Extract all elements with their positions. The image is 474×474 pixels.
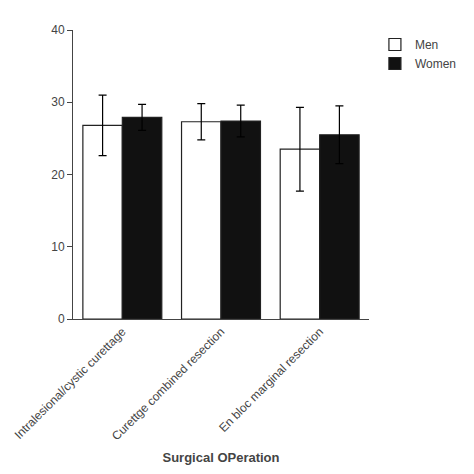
svg-text:Men: Men: [415, 38, 438, 52]
svg-text:20: 20: [51, 168, 65, 182]
svg-text:30: 30: [51, 95, 65, 109]
svg-text:40: 40: [51, 23, 65, 37]
svg-text:Women: Women: [415, 57, 456, 71]
svg-text:0: 0: [58, 312, 65, 326]
svg-text:En bloc marginal resection: En bloc marginal resection: [216, 325, 326, 435]
svg-text:Intralesional/cystic curettage: Intralesional/cystic curettage: [12, 325, 129, 442]
svg-text:10: 10: [51, 240, 65, 254]
svg-text:Surgical OPeration: Surgical OPeration: [162, 450, 279, 465]
svg-text:Curettge combined resection: Curettge combined resection: [109, 325, 227, 443]
